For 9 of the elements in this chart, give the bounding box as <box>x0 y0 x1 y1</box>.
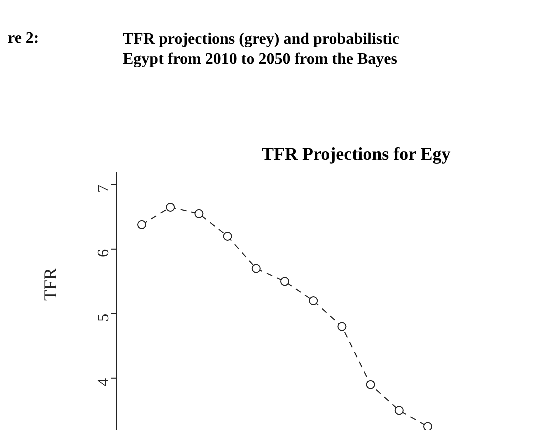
y-axis-title: TFR <box>40 268 60 301</box>
y-tick-label: 6 <box>96 249 113 258</box>
text: re 2: <box>8 30 40 48</box>
text: Egypt from 2010 to 2050 from the Bayes <box>123 50 398 70</box>
text: TFR projections (grey) and probabilistic <box>123 30 400 50</box>
y-tick-label: 7 <box>96 184 113 193</box>
y-tick-label: 5 <box>96 314 113 322</box>
chart-title: TFR Projections for Egy <box>262 144 451 165</box>
y-tick-label: 4 <box>96 378 113 386</box>
